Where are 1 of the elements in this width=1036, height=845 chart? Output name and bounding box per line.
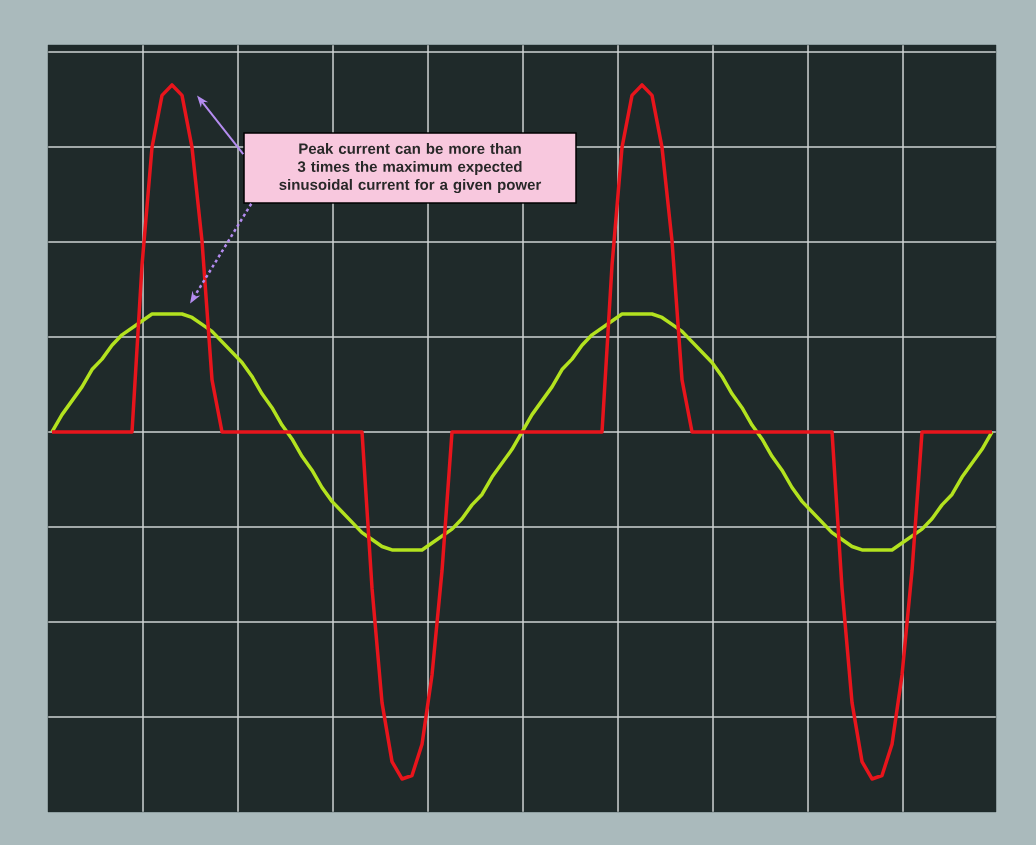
annotation: Peak current can be more than 3 times the maximum expected sinusoidal current for a given power [279,142,542,193]
